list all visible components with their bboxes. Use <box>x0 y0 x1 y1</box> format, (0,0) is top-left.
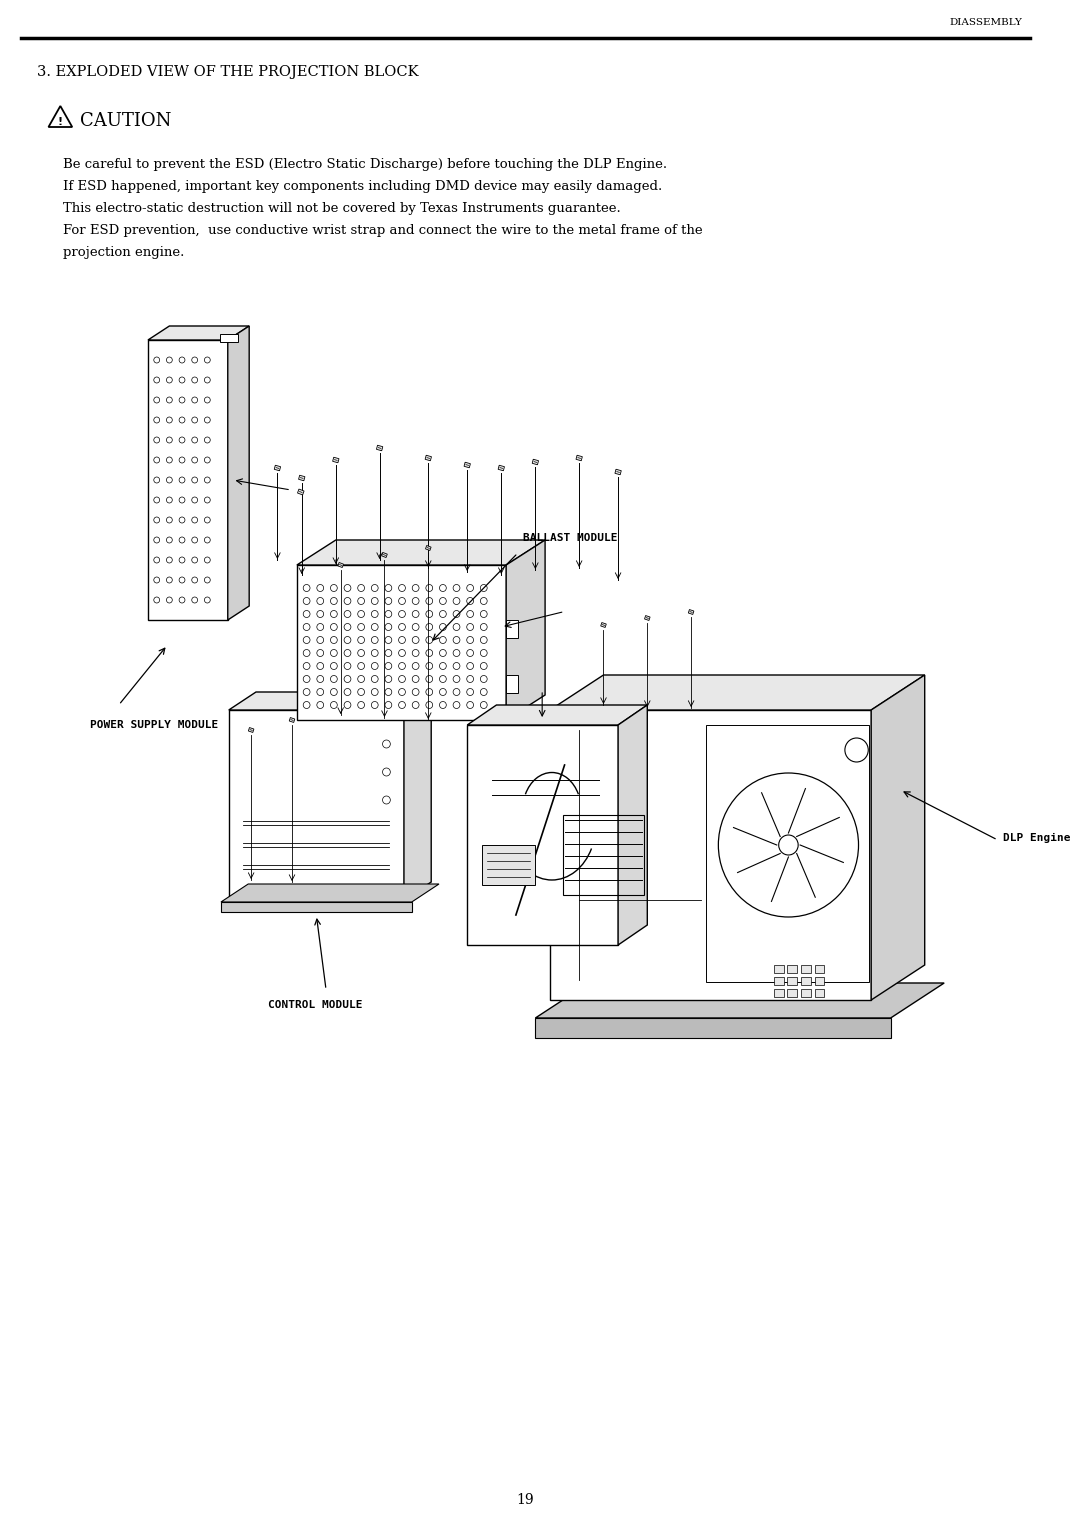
Polygon shape <box>289 718 295 723</box>
Text: DIASSEMBLY: DIASSEMBLY <box>949 17 1022 26</box>
Polygon shape <box>801 966 811 973</box>
Text: 3. EXPLODED VIEW OF THE PROJECTION BLOCK: 3. EXPLODED VIEW OF THE PROJECTION BLOCK <box>37 66 419 79</box>
Text: CAUTION: CAUTION <box>80 112 172 130</box>
Polygon shape <box>229 711 404 900</box>
Polygon shape <box>377 445 382 451</box>
Polygon shape <box>220 335 238 342</box>
Polygon shape <box>814 976 824 986</box>
Text: projection engine.: projection engine. <box>64 246 185 260</box>
Polygon shape <box>221 902 411 912</box>
Polygon shape <box>774 966 784 973</box>
Polygon shape <box>404 692 431 900</box>
Polygon shape <box>464 463 471 468</box>
Polygon shape <box>507 620 517 639</box>
Polygon shape <box>274 465 281 471</box>
Text: BALLAST MODULE: BALLAST MODULE <box>523 533 617 542</box>
Polygon shape <box>645 616 650 620</box>
Polygon shape <box>801 976 811 986</box>
Polygon shape <box>298 475 305 481</box>
Polygon shape <box>787 976 797 986</box>
Text: !: ! <box>58 118 63 127</box>
Polygon shape <box>148 325 249 341</box>
Text: For ESD prevention,  use conductive wrist strap and connect the wire to the meta: For ESD prevention, use conductive wrist… <box>64 225 703 237</box>
Text: 19: 19 <box>517 1493 535 1507</box>
Polygon shape <box>221 885 438 902</box>
Polygon shape <box>333 457 339 463</box>
Polygon shape <box>814 989 824 996</box>
Polygon shape <box>482 845 536 885</box>
Polygon shape <box>468 704 647 724</box>
Polygon shape <box>787 989 797 996</box>
Polygon shape <box>297 539 545 565</box>
Polygon shape <box>228 325 249 620</box>
Polygon shape <box>536 983 944 1018</box>
Polygon shape <box>507 675 517 694</box>
Polygon shape <box>229 692 431 711</box>
Polygon shape <box>787 966 797 973</box>
Polygon shape <box>600 622 606 628</box>
Polygon shape <box>426 545 431 550</box>
Text: CONTROL MODULE: CONTROL MODULE <box>268 999 362 1010</box>
Polygon shape <box>426 455 431 461</box>
Polygon shape <box>872 675 924 999</box>
Polygon shape <box>498 465 504 471</box>
Polygon shape <box>381 553 388 558</box>
Text: DLP Engine: DLP Engine <box>1002 833 1070 843</box>
Polygon shape <box>688 610 693 614</box>
Polygon shape <box>615 469 621 475</box>
Polygon shape <box>814 966 824 973</box>
Polygon shape <box>507 539 545 720</box>
Polygon shape <box>576 455 582 461</box>
Polygon shape <box>618 704 647 944</box>
Polygon shape <box>536 1018 891 1038</box>
Polygon shape <box>532 460 539 465</box>
Text: This electro-static destruction will not be covered by Texas Instruments guarant: This electro-static destruction will not… <box>64 202 621 215</box>
Polygon shape <box>148 341 228 620</box>
Polygon shape <box>297 489 305 495</box>
Polygon shape <box>338 562 343 567</box>
Polygon shape <box>774 989 784 996</box>
Text: Be careful to prevent the ESD (Electro Static Discharge) before touching the DLP: Be careful to prevent the ESD (Electro S… <box>64 157 667 171</box>
Polygon shape <box>774 976 784 986</box>
Polygon shape <box>550 711 872 999</box>
Polygon shape <box>550 675 924 711</box>
Polygon shape <box>248 727 254 732</box>
Polygon shape <box>801 989 811 996</box>
Polygon shape <box>468 724 618 944</box>
Text: POWER SUPPLY MODULE: POWER SUPPLY MODULE <box>90 720 218 730</box>
Text: If ESD happened, important key components including DMD device may easily damage: If ESD happened, important key component… <box>64 180 662 193</box>
Polygon shape <box>297 565 507 720</box>
